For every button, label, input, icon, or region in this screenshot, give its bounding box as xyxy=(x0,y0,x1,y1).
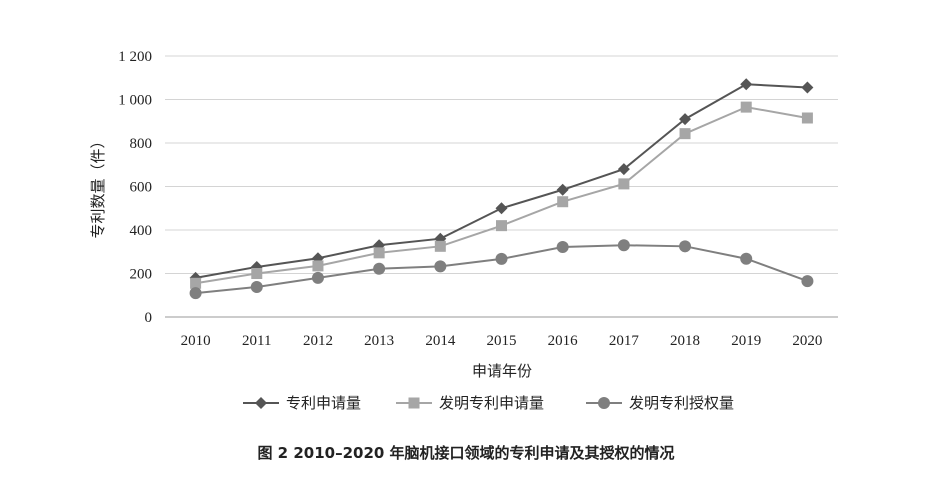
y-tick-label: 800 xyxy=(130,136,153,152)
data-point xyxy=(495,202,508,215)
legend-item: 发明专利授权量 xyxy=(586,394,734,412)
legend-label: 发明专利授权量 xyxy=(629,394,734,412)
series-layer xyxy=(189,78,814,300)
data-point xyxy=(312,260,324,272)
data-point xyxy=(617,163,630,176)
data-point xyxy=(801,275,814,288)
data-point xyxy=(679,240,692,253)
data-point xyxy=(740,78,753,91)
data-point xyxy=(740,101,752,113)
figure-caption: 图 2 2010–2020 年脑机接口领域的专利申请及其授权的情况 xyxy=(257,444,674,462)
y-tick-label: 400 xyxy=(130,223,153,239)
x-tick-label: 2015 xyxy=(487,333,517,349)
x-axis-title: 申请年份 xyxy=(472,362,532,380)
data-point xyxy=(556,240,569,253)
x-tick-label: 2014 xyxy=(425,333,456,349)
data-point xyxy=(434,260,447,273)
y-tick-label: 1 000 xyxy=(118,93,152,109)
data-point xyxy=(190,277,202,289)
data-point xyxy=(801,81,814,94)
series-3 xyxy=(189,239,814,300)
data-point xyxy=(311,271,324,284)
x-tick-label: 2013 xyxy=(364,333,394,349)
x-axis-ticks: 2010 2011 2012 2013 2014 2015 2016 2017 2018 2019… xyxy=(181,333,823,349)
data-point xyxy=(679,128,691,140)
y-tick-label: 600 xyxy=(130,180,153,196)
data-point xyxy=(250,280,263,293)
legend-marker xyxy=(408,397,420,409)
series-line xyxy=(195,83,808,279)
data-point xyxy=(801,112,813,124)
x-tick-label: 2011 xyxy=(242,333,271,349)
legend-label: 专利申请量 xyxy=(286,394,361,412)
x-tick-label: 2020 xyxy=(792,333,822,349)
x-tick-label: 2016 xyxy=(548,333,579,349)
y-axis-title: 专利数量（件） xyxy=(89,133,107,238)
data-point xyxy=(556,183,569,196)
data-point xyxy=(617,239,630,252)
y-tick-label: 1 200 xyxy=(118,49,152,65)
legend-marker xyxy=(598,397,610,409)
grid-lines xyxy=(165,55,838,318)
data-point xyxy=(495,252,508,265)
data-point xyxy=(373,247,385,259)
x-tick-label: 2012 xyxy=(303,333,333,349)
data-point xyxy=(496,220,507,232)
data-point xyxy=(373,262,386,275)
y-tick-label: 0 xyxy=(145,310,153,326)
x-tick-label: 2010 xyxy=(181,333,211,349)
legend: 专利申请量 发明专利申请量 发明专利授权量 xyxy=(243,394,734,412)
data-point xyxy=(434,240,446,252)
x-tick-label: 2018 xyxy=(670,333,700,349)
x-tick-label: 2019 xyxy=(731,333,761,349)
data-point xyxy=(251,268,263,279)
x-tick-label: 2017 xyxy=(609,333,640,349)
y-tick-label: 200 xyxy=(130,267,153,283)
data-point xyxy=(557,196,569,208)
legend-marker xyxy=(255,397,267,409)
legend-item: 专利申请量 xyxy=(243,394,361,412)
data-point xyxy=(618,178,630,190)
data-point xyxy=(740,252,753,265)
y-axis-ticks: 0 200 400 600 800 1 000 1 200 xyxy=(118,49,152,326)
data-point xyxy=(189,287,202,300)
legend-item: 发明专利申请量 xyxy=(396,394,544,412)
legend-label: 发明专利申请量 xyxy=(439,394,544,412)
series-2 xyxy=(190,101,813,289)
data-point xyxy=(679,113,692,126)
